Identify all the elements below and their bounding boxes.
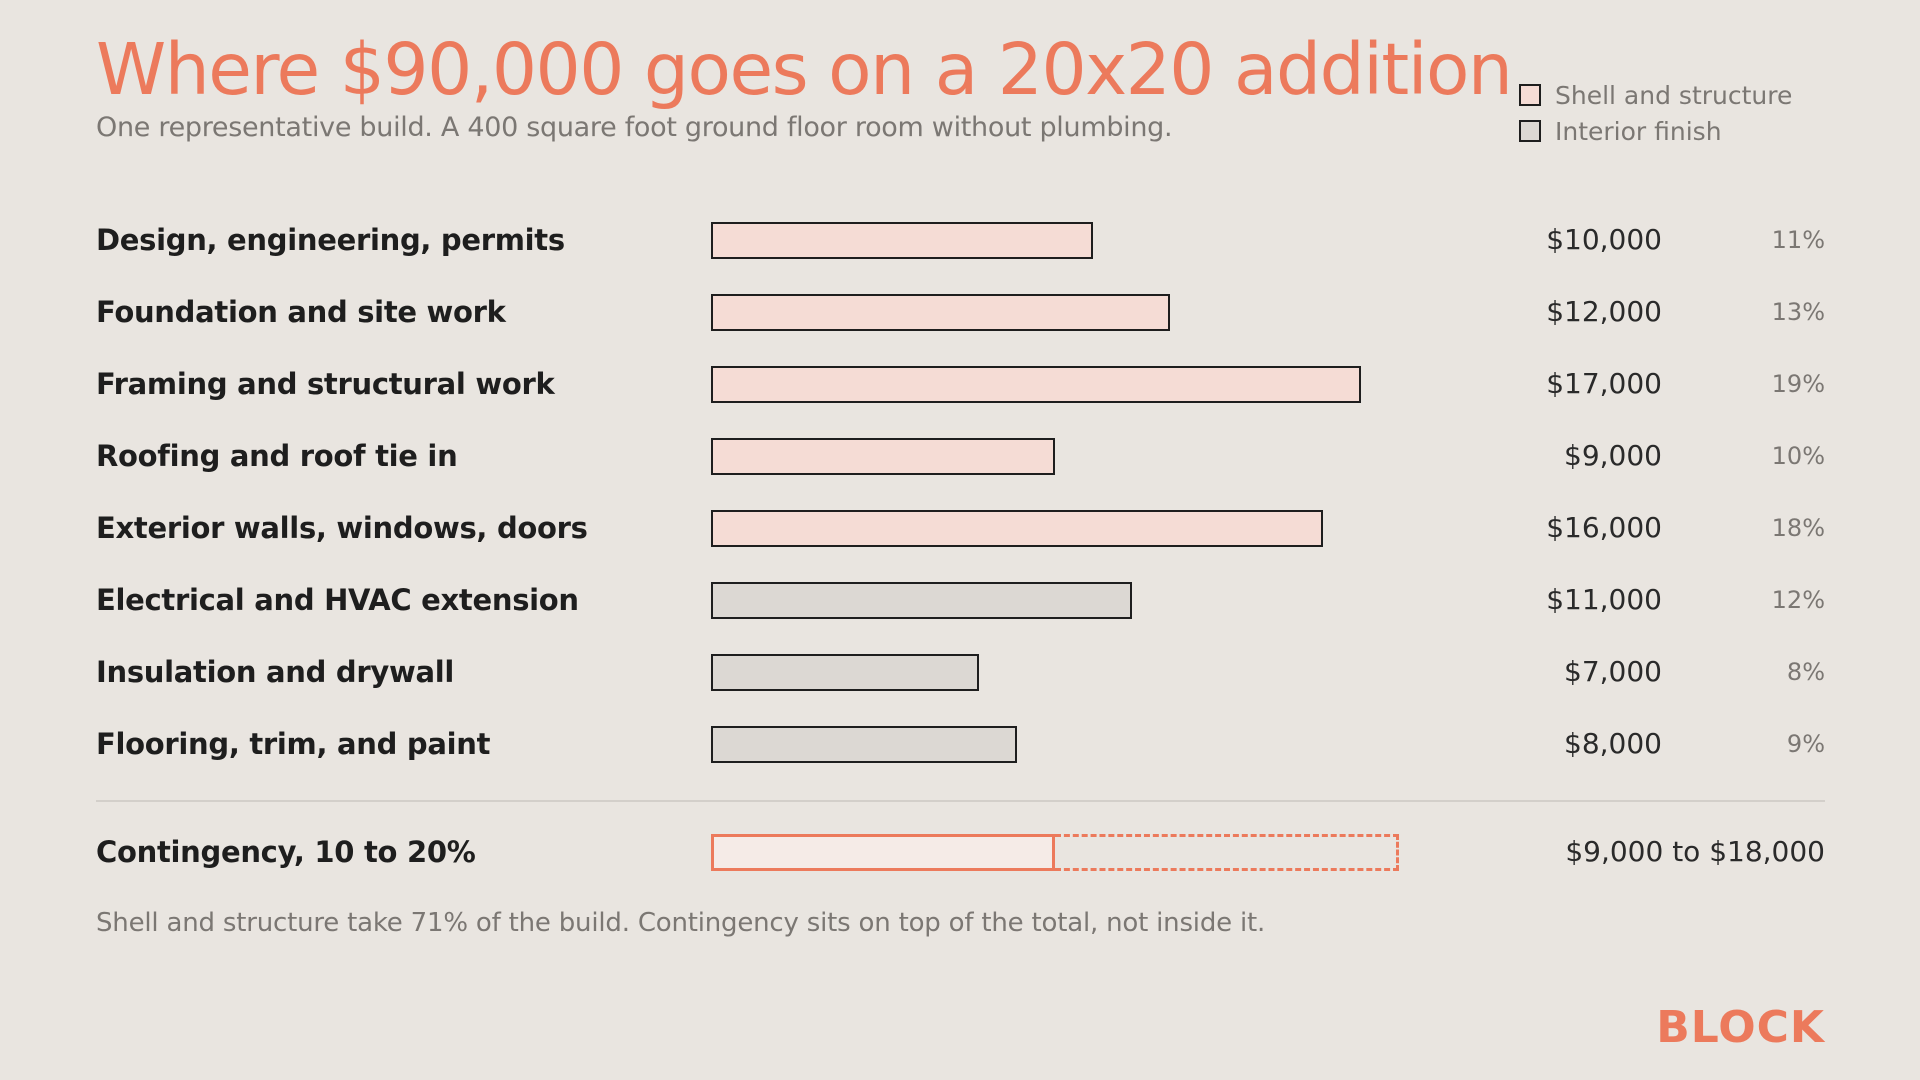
bar bbox=[711, 582, 1132, 619]
category-label: Design, engineering, permits bbox=[96, 223, 565, 257]
category-label: Insulation and drywall bbox=[96, 655, 454, 689]
contingency-bar-low bbox=[711, 834, 1055, 871]
legend-item-interior: Interior finish bbox=[1519, 113, 1792, 149]
bar bbox=[711, 222, 1093, 259]
value-label: $11,000 bbox=[1546, 583, 1662, 616]
bar bbox=[711, 366, 1361, 403]
percent-label: 8% bbox=[1786, 658, 1825, 686]
value-label: $12,000 bbox=[1546, 295, 1662, 328]
contingency-label: Contingency, 10 to 20% bbox=[96, 835, 476, 869]
legend-swatch-interior bbox=[1519, 120, 1541, 142]
chart-subtitle: One representative build. A 400 square f… bbox=[96, 112, 1173, 143]
category-label: Framing and structural work bbox=[96, 367, 555, 401]
contingency-value: $9,000 to $18,000 bbox=[1565, 835, 1825, 868]
footnote: Shell and structure take 71% of the buil… bbox=[96, 908, 1266, 938]
percent-label: 9% bbox=[1786, 730, 1825, 758]
category-label: Exterior walls, windows, doors bbox=[96, 511, 588, 545]
percent-label: 11% bbox=[1771, 226, 1825, 254]
category-label: Foundation and site work bbox=[96, 295, 506, 329]
percent-label: 13% bbox=[1771, 298, 1825, 326]
value-label: $8,000 bbox=[1564, 727, 1662, 760]
value-label: $7,000 bbox=[1564, 655, 1662, 688]
value-label: $16,000 bbox=[1546, 511, 1662, 544]
legend: Shell and structure Interior finish bbox=[1519, 77, 1792, 149]
category-label: Electrical and HVAC extension bbox=[96, 583, 579, 617]
bar bbox=[711, 726, 1017, 763]
category-label: Roofing and roof tie in bbox=[96, 439, 458, 473]
legend-label-shell: Shell and structure bbox=[1555, 80, 1793, 110]
bar bbox=[711, 294, 1170, 331]
percent-label: 12% bbox=[1771, 586, 1825, 614]
legend-item-shell: Shell and structure bbox=[1519, 77, 1792, 113]
chart-title: Where $90,000 goes on a 20x20 addition bbox=[96, 28, 1513, 111]
brand-logo: BLOCK bbox=[1656, 1002, 1825, 1053]
category-label: Flooring, trim, and paint bbox=[96, 727, 491, 761]
legend-label-interior: Interior finish bbox=[1555, 116, 1722, 146]
bar bbox=[711, 510, 1323, 547]
percent-label: 10% bbox=[1771, 442, 1825, 470]
value-label: $9,000 bbox=[1564, 439, 1662, 472]
contingency-bar-range bbox=[1055, 834, 1399, 871]
legend-swatch-shell bbox=[1519, 84, 1541, 106]
percent-label: 18% bbox=[1771, 514, 1825, 542]
bar bbox=[711, 654, 979, 691]
bar bbox=[711, 438, 1055, 475]
percent-label: 19% bbox=[1771, 370, 1825, 398]
value-label: $17,000 bbox=[1546, 367, 1662, 400]
divider bbox=[96, 800, 1825, 802]
value-label: $10,000 bbox=[1546, 223, 1662, 256]
